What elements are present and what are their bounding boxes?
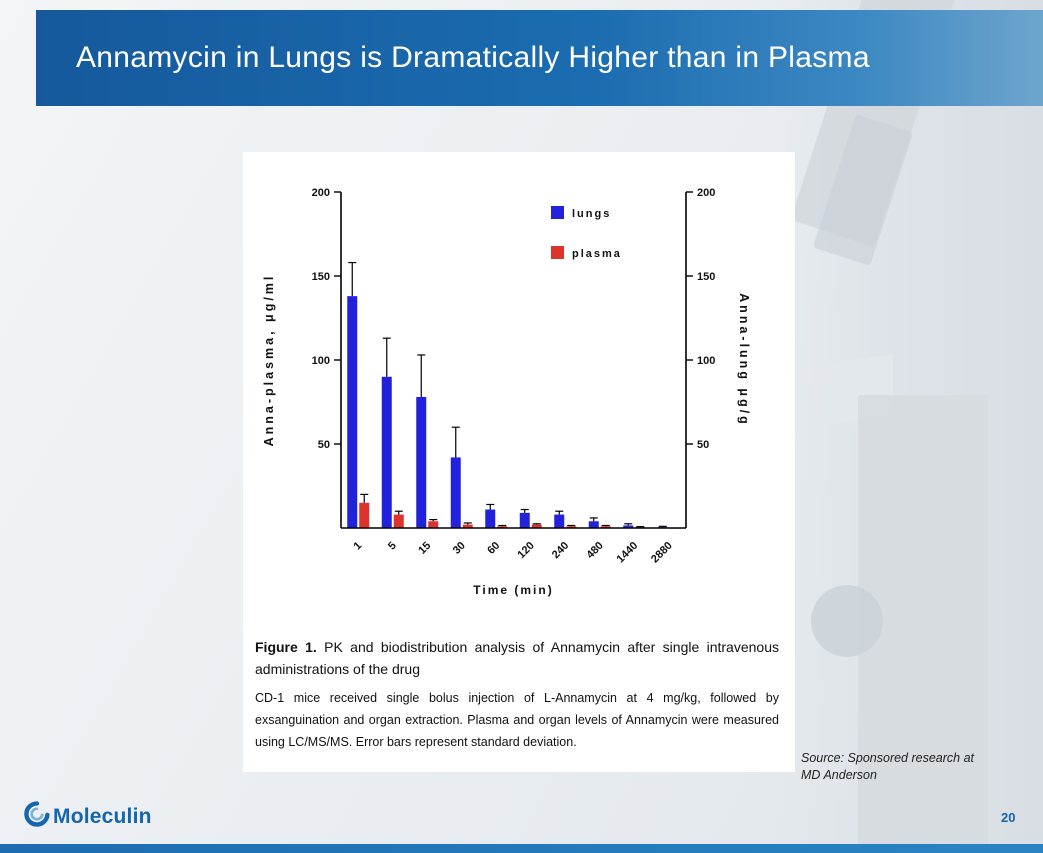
- bar-chart: 50 50 100 100 150 150 200 200 1 5 15 30 60 120 240 480 1…: [251, 160, 791, 633]
- legend-label-lungs: lungs: [572, 208, 611, 220]
- bar-plasma: [566, 526, 577, 528]
- x-axis-title: Time (min): [473, 583, 553, 597]
- microscope-knob-shape: [811, 585, 883, 657]
- bar-lungs: [554, 514, 565, 528]
- svg-text:200: 200: [312, 187, 330, 199]
- bar-plasma: [462, 524, 473, 528]
- legend-swatch-lungs: [551, 206, 564, 219]
- logo-text: Moleculin: [53, 804, 152, 828]
- title-bar: Annamycin in Lungs is Dramatically Highe…: [36, 10, 1043, 106]
- svg-text:200: 200: [697, 187, 715, 199]
- bar-lungs: [588, 521, 599, 528]
- bar-plasma: [428, 521, 439, 528]
- bar-lungs: [381, 376, 392, 528]
- legend-swatch-plasma: [551, 246, 564, 259]
- moleculin-swoosh-icon: [22, 800, 50, 833]
- page-number: 20: [1001, 810, 1016, 825]
- bar-plasma: [359, 502, 370, 528]
- bar-lungs: [347, 296, 358, 528]
- x-tick-label: 5: [386, 540, 399, 553]
- bar-lungs: [485, 509, 496, 528]
- slide-title: Annamycin in Lungs is Dramatically Highe…: [76, 41, 870, 74]
- company-logo: Moleculin: [22, 800, 152, 833]
- bar-plasma: [600, 526, 611, 528]
- bar-lungs: [416, 396, 427, 528]
- figure-caption-label: Figure 1.: [255, 639, 317, 655]
- bar-plasma: [531, 524, 542, 528]
- y-axis-title-right: Anna-lung μg/g: [737, 293, 751, 427]
- bar-plasma: [393, 514, 404, 528]
- x-tick-label: 1: [352, 540, 365, 553]
- svg-text:50: 50: [697, 439, 709, 451]
- source-note: Source: Sponsored research at MD Anderso…: [801, 751, 975, 782]
- x-tick-label: 120: [515, 540, 536, 561]
- x-tick-label: 2880: [649, 540, 675, 566]
- bottom-accent-bar: [0, 844, 1043, 853]
- x-tick-label: 480: [584, 540, 605, 561]
- svg-text:100: 100: [697, 355, 715, 367]
- svg-text:100: 100: [312, 355, 330, 367]
- x-tick-label: 1440: [615, 540, 641, 566]
- figure-caption: Figure 1. PK and biodistribution analysi…: [255, 637, 779, 680]
- figure-caption-text: PK and biodistribution analysis of Annam…: [255, 639, 779, 677]
- figure-panel: 50 50 100 100 150 150 200 200 1 5 15 30 60 120 240 480 1…: [243, 152, 795, 772]
- x-tick-label: 30: [451, 540, 468, 557]
- x-tick-label: 60: [485, 540, 502, 557]
- x-tick-label: 15: [416, 540, 433, 557]
- y-axis-title-left: Anna-plasma, μg/ml: [262, 274, 276, 447]
- bar-lungs: [623, 525, 634, 528]
- legend-label-plasma: plasma: [572, 248, 622, 260]
- bar-plasma: [497, 526, 508, 528]
- bar-lungs: [519, 512, 530, 528]
- svg-text:150: 150: [697, 271, 715, 283]
- svg-text:50: 50: [318, 439, 330, 451]
- x-tick-label: 240: [550, 540, 571, 561]
- bar-lungs: [450, 457, 461, 528]
- figure-description: CD-1 mice received single bolus injectio…: [255, 691, 779, 750]
- svg-text:150: 150: [312, 271, 330, 283]
